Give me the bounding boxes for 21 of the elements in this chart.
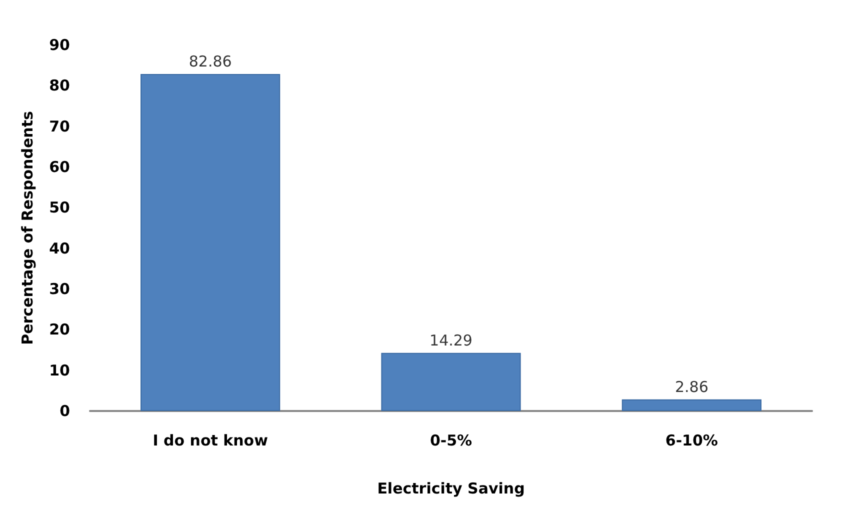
y-axis-title: Percentage of Respondents (18, 111, 36, 345)
y-tick-label: 30 (49, 280, 70, 298)
x-axis-title: Electricity Saving (377, 480, 525, 498)
y-tick-label: 70 (49, 117, 70, 136)
y-tick-label: 50 (49, 198, 70, 217)
bar (381, 352, 521, 411)
bar (622, 399, 762, 411)
data-label: 14.29 (430, 331, 472, 350)
y-tick-label: 20 (49, 320, 70, 339)
data-label: 82.86 (188, 52, 232, 71)
bar (140, 74, 280, 411)
y-tick-label: 90 (49, 36, 70, 54)
y-tick-label: 60 (49, 158, 70, 176)
data-label: 2.86 (674, 378, 708, 396)
y-tick-label: 80 (49, 76, 70, 95)
x-tick-label: 0-5% (430, 432, 472, 450)
x-tick-label: I do not know (152, 432, 268, 450)
y-tick-label: 40 (49, 239, 70, 258)
x-tick-label: 6-10% (665, 432, 718, 450)
y-tick-label: 10 (49, 361, 70, 380)
y-tick-label: 0 (60, 402, 70, 420)
